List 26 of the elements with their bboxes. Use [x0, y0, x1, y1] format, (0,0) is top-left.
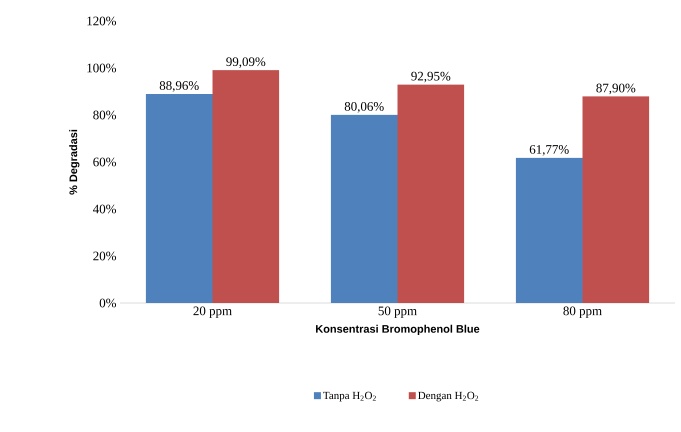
bar: [582, 96, 650, 304]
y-tick-label: 60%: [93, 158, 116, 166]
legend-label: Dengan H$_{2}$O$_{2}$: [418, 392, 478, 402]
data-label: 87,90%: [596, 84, 636, 94]
bar: [516, 158, 583, 304]
y-tick-label: 0%: [100, 298, 116, 308]
x-tick-label: 50 ppm: [378, 306, 417, 318]
y-tick-label: 40%: [92, 204, 116, 214]
y-tick-label: 120%: [87, 16, 116, 26]
y-tick-label: 80%: [93, 110, 116, 120]
y-axis-title: % Degradasi: [69, 130, 80, 195]
legend-label: Tanpa H$_{2}$O$_{2}$: [323, 392, 376, 402]
data-label: 80,06%: [344, 102, 384, 113]
y-tick-label: 20%: [93, 252, 116, 260]
bar: [146, 94, 212, 304]
data-label: 99,09%: [226, 57, 266, 68]
x-axis-title: Konsentrasi Bromophenol Blue: [316, 324, 480, 335]
data-label: 61,77%: [530, 145, 569, 156]
data-label: 88,96%: [160, 81, 199, 92]
bar: [212, 70, 280, 304]
bar: [330, 114, 398, 304]
x-tick-label: 20 ppm: [193, 306, 232, 318]
data-label: 92,95%: [411, 72, 450, 82]
x-tick-label: 80 ppm: [563, 306, 602, 318]
bar: [398, 84, 464, 304]
y-tick-label: 100%: [87, 64, 116, 72]
